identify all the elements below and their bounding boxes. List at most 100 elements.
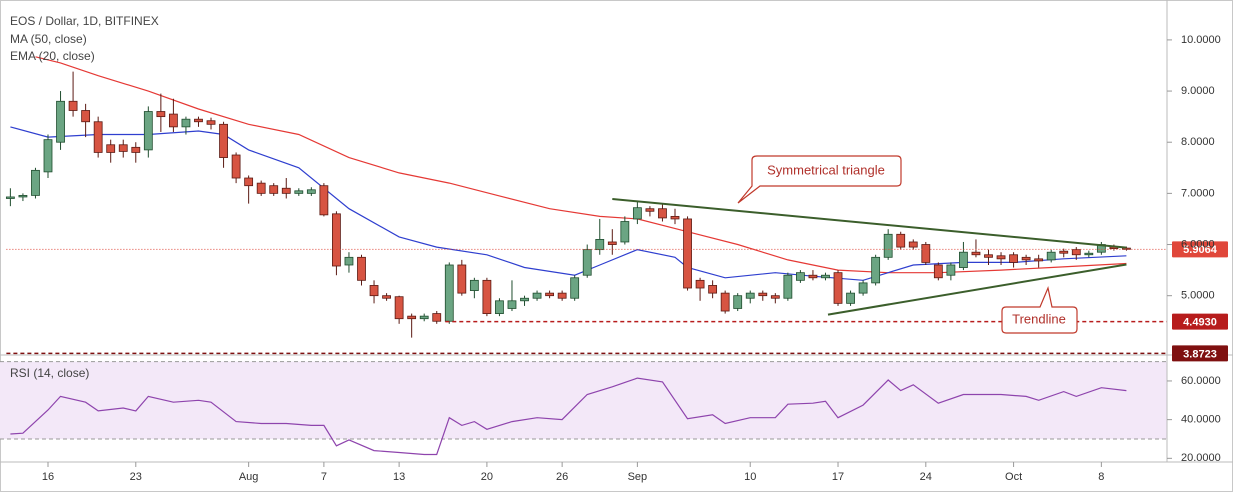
candle-body [821,274,830,279]
callout-box [1001,285,1078,334]
candle-body [194,118,203,123]
candle-body [1034,258,1044,262]
candle-body [156,111,166,118]
candle-body [306,189,316,194]
candle-body [319,185,329,216]
candle-body [93,121,103,153]
y-tick-label: 20.0000 [1181,452,1221,464]
y-tick-label: 7.0000 [1181,187,1215,199]
y-tick-label: 6.0000 [1181,238,1215,250]
price-tag [1172,241,1228,258]
y-tick-label: 8.0000 [1181,136,1215,148]
candle-body [632,207,642,220]
candle-body [369,285,379,297]
candle-body [595,239,605,251]
candle-body [670,215,680,220]
candle-body [1122,247,1131,250]
candle-body [1046,251,1056,261]
candle-body [959,251,968,268]
candle-body [256,182,266,194]
callout-trendline: Trendline [1001,285,1078,334]
candle-body [1084,252,1094,256]
callout-triangle: Symmetrical triangle [737,155,902,204]
candle-body [532,292,542,299]
candle-body [357,256,366,281]
x-tick-label: 13 [393,471,405,483]
candle-body [281,187,291,194]
candle-body [745,292,755,299]
candle-body [645,208,655,212]
x-tick-label: 24 [920,471,932,483]
candle-body [833,272,843,304]
candle-body [946,264,956,276]
candle-body [658,208,667,219]
y-tick-label: 60.0000 [1181,375,1221,387]
rsi-band [0,361,1167,439]
candle-body [984,254,993,258]
candle-body [858,282,868,294]
candle-body [1059,250,1069,254]
callout-text: Trendline [1012,311,1066,326]
chart-title: EOS / Dollar, 1D, BITFINEX [10,14,159,28]
rsi-title: RSI (14, close) [10,366,89,380]
candle-body [419,315,429,320]
legend-entry: EMA (20, close) [10,49,95,63]
candle-body [695,279,705,289]
candle-body [294,190,304,194]
candle-body [557,292,567,299]
candle-body [733,295,743,309]
x-tick-label: 16 [42,471,54,483]
rsi-background [0,361,1167,440]
y-tick-label: 10.0000 [1181,34,1221,46]
candle-body [106,144,116,153]
candle-body [31,169,40,196]
candle-body [43,139,53,173]
candle-body [332,213,341,267]
candle-body [933,264,943,279]
candle-body [5,196,15,199]
candle-body [382,295,391,299]
candle-body [444,264,454,322]
candle-body [908,241,918,248]
candle-body [219,123,228,158]
candle-body [620,221,630,243]
trendline [827,263,1127,316]
candle-body [469,279,479,291]
candle-body [708,285,718,294]
x-tick-label: Sep [628,471,648,483]
candle-body [344,256,354,266]
price-tag-label: 4.4930 [1183,317,1217,329]
candle-body [18,195,28,198]
candle-body [871,256,881,284]
candle-body [758,292,768,297]
y-tick-label: 9.0000 [1181,85,1215,97]
candle-body [457,264,467,294]
candle-body [507,300,517,309]
candle-body [607,241,617,245]
x-tick-label: 20 [481,471,493,483]
candle-body [118,144,128,152]
candle-body [244,177,254,187]
candle-body [545,292,554,297]
candle-body [883,233,893,258]
x-tick-label: 17 [832,471,844,483]
candle-body [56,100,65,143]
candle-body [231,154,241,179]
candle-body [896,233,906,248]
rsi-line [10,377,1127,456]
candle-body [570,277,580,299]
candle-body [81,110,91,123]
x-tick-label: 23 [130,471,142,483]
x-tick-label: 10 [744,471,756,483]
price-tag [1172,313,1228,330]
candle-body [520,297,529,302]
price-tag-label: 3.8723 [1183,348,1217,360]
x-tick-label: 26 [556,471,568,483]
y-tick-label: 5.0000 [1181,290,1215,302]
candle-body [971,251,981,256]
callout-text: Symmetrical triangle [767,162,885,177]
indicator-line [10,126,1127,281]
candle-body [1071,249,1081,256]
candle-body [808,274,818,279]
